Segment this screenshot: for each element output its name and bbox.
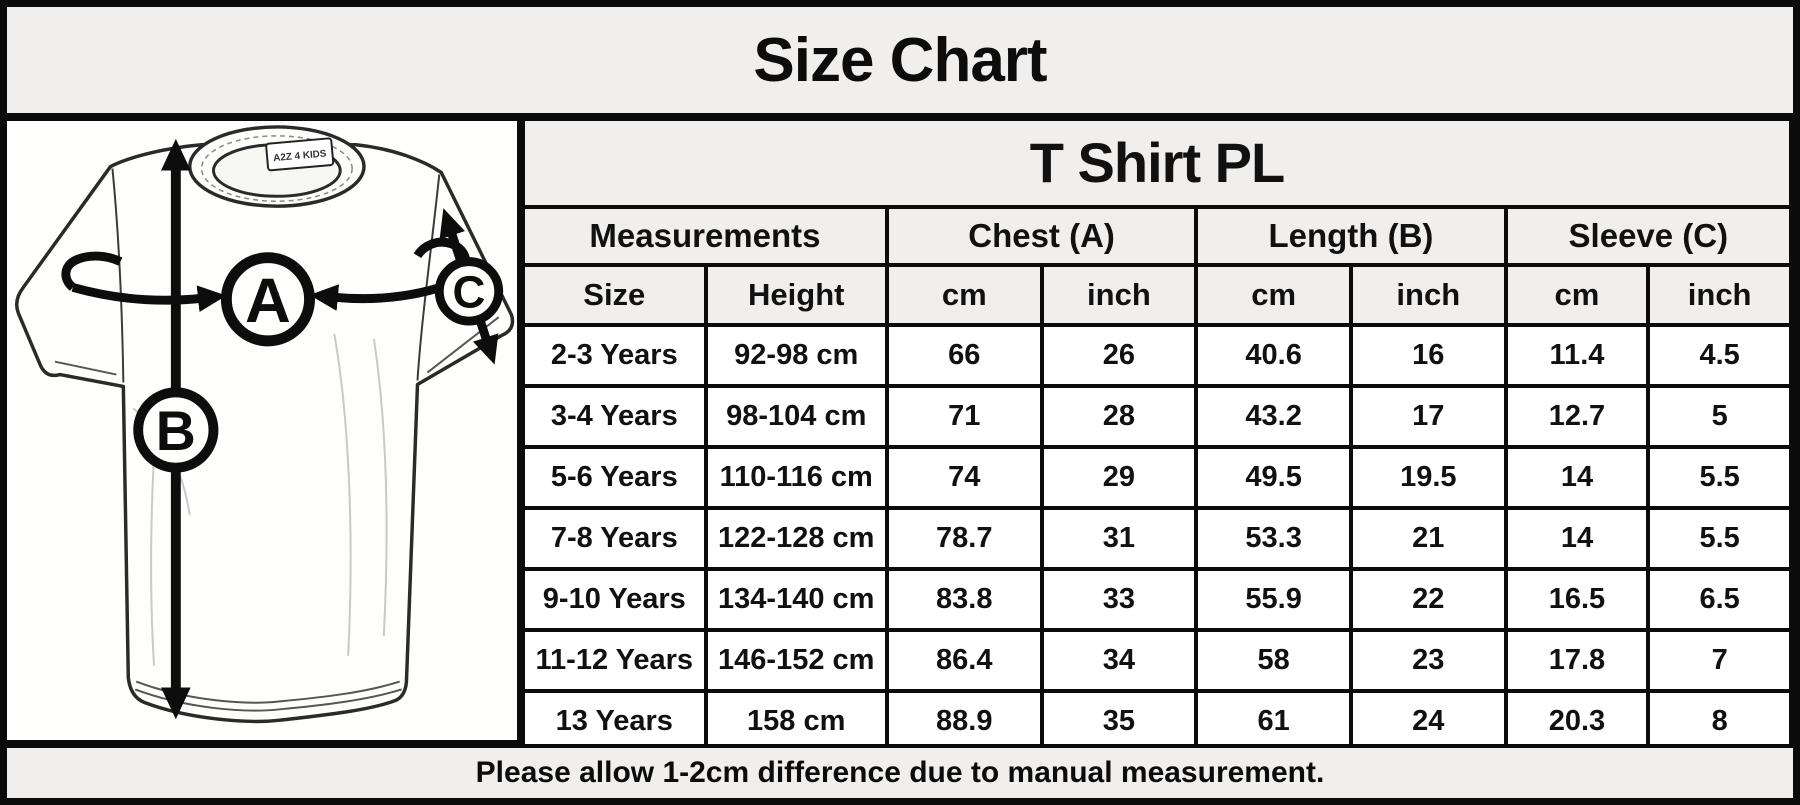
- value-cell: 146-152 cm: [703, 628, 889, 693]
- value-cell: 134-140 cm: [703, 567, 889, 632]
- table-title-row: T Shirt PL: [521, 117, 1793, 209]
- value-cell: 5.5: [1646, 445, 1793, 510]
- table-title: T Shirt PL: [521, 117, 1793, 209]
- value-cell: 8: [1646, 689, 1793, 754]
- value-cell: 12.7: [1503, 384, 1651, 449]
- value-cell: 78.7: [884, 506, 1044, 571]
- size-cell: 11-12 Years: [521, 628, 708, 693]
- value-cell: 17: [1348, 384, 1508, 449]
- col-group-chest: Chest (A): [884, 205, 1199, 267]
- value-cell: 98-104 cm: [703, 384, 889, 449]
- value-cell: 92-98 cm: [703, 323, 889, 388]
- size-table: T Shirt PL Measurements Chest (A) Length…: [521, 117, 1794, 754]
- size-row: 5-6 Years 110-116 cm 74 29 49.5 19.5 14 5.5: [521, 445, 1793, 510]
- value-cell: 5.5: [1646, 506, 1793, 571]
- title-band: Size Chart: [7, 7, 1793, 117]
- size-cell: 9-10 Years: [521, 567, 708, 632]
- value-cell: 61: [1194, 689, 1353, 754]
- tshirt-graphic: A2Z 4 KIDS: [15, 125, 515, 724]
- sleeve-marker: C: [434, 257, 504, 326]
- neck-tag: A2Z 4 KIDS: [265, 137, 335, 172]
- footer-band: Please allow 1-2cm difference due to man…: [7, 744, 1793, 798]
- group-header-row: Measurements Chest (A) Length (B) Sleeve…: [521, 205, 1794, 267]
- page-title: Size Chart: [753, 25, 1047, 95]
- size-row: 11-12 Years 146-152 cm 86.4 34 58 23 17.8 7: [521, 628, 1793, 693]
- sub-header-row: Size Height cm inch cm inch cm inch: [521, 263, 1793, 327]
- size-cell: 5-6 Years: [521, 445, 708, 510]
- footer-note: Please allow 1-2cm difference due to man…: [475, 756, 1325, 789]
- value-cell: 66: [884, 323, 1044, 388]
- size-row: 13 Years 158 cm 88.9 35 61 24 20.3 8: [521, 689, 1793, 754]
- size-row: 3-4 Years 98-104 cm 71 28 43.2 17 12.7 5: [521, 384, 1793, 449]
- size-row: 2-3 Years 92-98 cm 66 26 40.6 16 11.4 4.5: [521, 323, 1793, 388]
- chest-marker-letter: A: [245, 266, 291, 336]
- value-cell: 86.4: [884, 628, 1044, 693]
- size-row: 7-8 Years 122-128 cm 78.7 31 53.3 21 14 5.5: [521, 506, 1793, 571]
- sleeve-marker-letter: C: [453, 267, 486, 318]
- col-header-sleeve-cm: cm: [1503, 263, 1651, 327]
- value-cell: 22: [1348, 567, 1508, 632]
- value-cell: 26: [1039, 323, 1199, 388]
- value-cell: 29: [1039, 445, 1199, 510]
- value-cell: 88.9: [884, 689, 1044, 754]
- value-cell: 158 cm: [703, 689, 889, 754]
- chest-marker: A: [220, 252, 315, 347]
- size-cell: 2-3 Years: [521, 323, 708, 388]
- value-cell: 6.5: [1646, 567, 1793, 632]
- value-cell: 122-128 cm: [703, 506, 889, 571]
- value-cell: 14: [1503, 506, 1651, 571]
- value-cell: 110-116 cm: [703, 445, 889, 510]
- value-cell: 40.6: [1194, 323, 1353, 388]
- value-cell: 43.2: [1194, 384, 1353, 449]
- value-cell: 16.5: [1503, 567, 1651, 632]
- col-header-chest-cm: cm: [884, 263, 1044, 327]
- value-cell: 33: [1039, 567, 1199, 632]
- value-cell: 71: [884, 384, 1044, 449]
- value-cell: 24: [1348, 689, 1508, 754]
- value-cell: 23: [1348, 628, 1508, 693]
- content: A2Z 4 KIDS: [7, 117, 1794, 754]
- value-cell: 31: [1039, 506, 1199, 571]
- value-cell: 49.5: [1194, 445, 1353, 510]
- col-group-length: Length (B): [1194, 205, 1508, 267]
- value-cell: 28: [1039, 384, 1199, 449]
- value-cell: 11.4: [1503, 323, 1651, 388]
- value-cell: 5: [1646, 384, 1793, 449]
- col-header-size: Size: [521, 263, 708, 327]
- value-cell: 7: [1646, 628, 1793, 693]
- col-header-chest-inch: inch: [1039, 263, 1199, 327]
- value-cell: 74: [884, 445, 1044, 510]
- value-cell: 21: [1348, 506, 1508, 571]
- length-marker: B: [133, 387, 219, 473]
- value-cell: 17.8: [1503, 628, 1651, 693]
- value-cell: 55.9: [1194, 567, 1353, 632]
- tshirt-diagram-panel: A2Z 4 KIDS: [7, 117, 521, 744]
- col-header-height: Height: [703, 263, 889, 327]
- col-header-length-inch: inch: [1348, 263, 1508, 327]
- size-cell: 3-4 Years: [521, 384, 708, 449]
- col-group-sleeve: Sleeve (C): [1503, 205, 1794, 267]
- size-cell: 13 Years: [521, 689, 708, 754]
- value-cell: 4.5: [1646, 323, 1793, 388]
- size-table-panel: T Shirt PL Measurements Chest (A) Length…: [521, 117, 1794, 754]
- tshirt-measurement-diagram: A2Z 4 KIDS: [15, 125, 515, 724]
- value-cell: 20.3: [1503, 689, 1651, 754]
- value-cell: 14: [1503, 445, 1651, 510]
- col-group-measurements: Measurements: [521, 205, 889, 267]
- value-cell: 35: [1039, 689, 1199, 754]
- size-cell: 7-8 Years: [521, 506, 708, 571]
- value-cell: 19.5: [1348, 445, 1508, 510]
- value-cell: 34: [1039, 628, 1199, 693]
- value-cell: 58: [1194, 628, 1353, 693]
- size-row: 9-10 Years 134-140 cm 83.8 33 55.9 22 16.5 6.5: [521, 567, 1793, 632]
- length-marker-letter: B: [156, 400, 196, 462]
- value-cell: 16: [1348, 323, 1508, 388]
- size-table-body: 2-3 Years 92-98 cm 66 26 40.6 16 11.4 4.5 3-4 Ye…: [521, 323, 1793, 754]
- col-header-length-cm: cm: [1194, 263, 1353, 327]
- col-header-sleeve-inch: inch: [1646, 263, 1793, 327]
- tag-label: A2Z 4 KIDS: [273, 148, 327, 164]
- value-cell: 53.3: [1194, 506, 1353, 571]
- value-cell: 83.8: [884, 567, 1044, 632]
